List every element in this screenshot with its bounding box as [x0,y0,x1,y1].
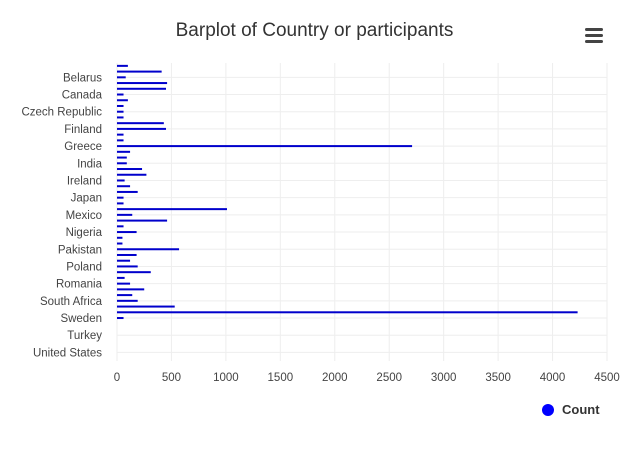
y-tick-label: Ireland [67,175,102,187]
legend-marker [542,403,554,416]
bar [117,282,131,285]
bar [117,116,124,119]
bar [117,317,124,320]
x-tick-label: 2500 [376,372,402,384]
bar [117,162,127,165]
bar [117,173,147,176]
y-tick-label: Poland [66,261,102,273]
bar [117,265,138,268]
bar [117,225,124,228]
bar [117,253,137,256]
y-tick-label: Greece [64,141,102,153]
x-tick-label: 500 [162,372,181,384]
bar [117,76,126,79]
bar [117,156,127,159]
bar [117,139,124,142]
bar [117,305,175,308]
bar [117,190,138,193]
bar [117,64,128,67]
x-tick-label: 1500 [268,372,294,384]
y-tick-label: Finland [64,124,102,136]
bar [117,259,131,262]
y-tick-label: Czech Republic [21,107,102,119]
y-tick-label: Turkey [67,330,102,342]
bar [117,208,227,211]
x-tick-label: 1000 [213,372,239,384]
bar [117,294,133,297]
bar [117,93,124,96]
bar [117,271,151,274]
y-tick-label: Belarus [63,72,102,84]
bar [117,168,143,171]
bar [117,202,124,205]
legend-label: Count [562,402,600,417]
x-tick-label: 3000 [431,372,457,384]
bar [117,248,180,251]
bar [117,99,128,102]
legend[interactable]: Count [542,402,600,417]
x-tick-label: 3500 [485,372,511,384]
bar [117,231,137,234]
bar [117,133,124,136]
y-tick-label: Mexico [66,210,102,222]
bar [117,145,413,148]
bar [117,311,578,314]
x-tick-label: 4500 [594,372,620,384]
bar [117,82,168,85]
y-tick-label: South Africa [40,296,103,308]
bar [117,236,123,239]
bar [117,122,164,125]
bar [117,127,166,130]
bar [117,87,166,90]
bar [117,219,168,222]
bar [117,213,133,216]
y-tick-label: Nigeria [66,227,103,239]
hamburger-menu-icon[interactable] [585,28,603,44]
bar [117,104,124,107]
y-tick-label: India [77,158,103,170]
bar [117,196,124,199]
y-tick-label: Pakistan [58,244,102,256]
bar [117,276,125,279]
x-tick-label: 4000 [540,372,566,384]
y-tick-label: Romania [56,279,103,291]
y-tick-label: Canada [62,90,103,102]
y-tick-label: Japan [71,193,102,205]
bar [117,288,145,291]
y-tick-label: United States [33,347,102,359]
chart-title: Barplot of Country or participants [175,20,454,41]
bar [117,110,124,113]
bar [117,185,131,188]
x-tick-label: 2000 [322,372,348,384]
bar [117,299,138,302]
x-tick-label: 0 [114,372,120,384]
bar [117,70,162,73]
bar [117,150,131,153]
bar [117,179,125,182]
bar [117,242,123,245]
y-tick-label: Sweden [60,313,102,325]
